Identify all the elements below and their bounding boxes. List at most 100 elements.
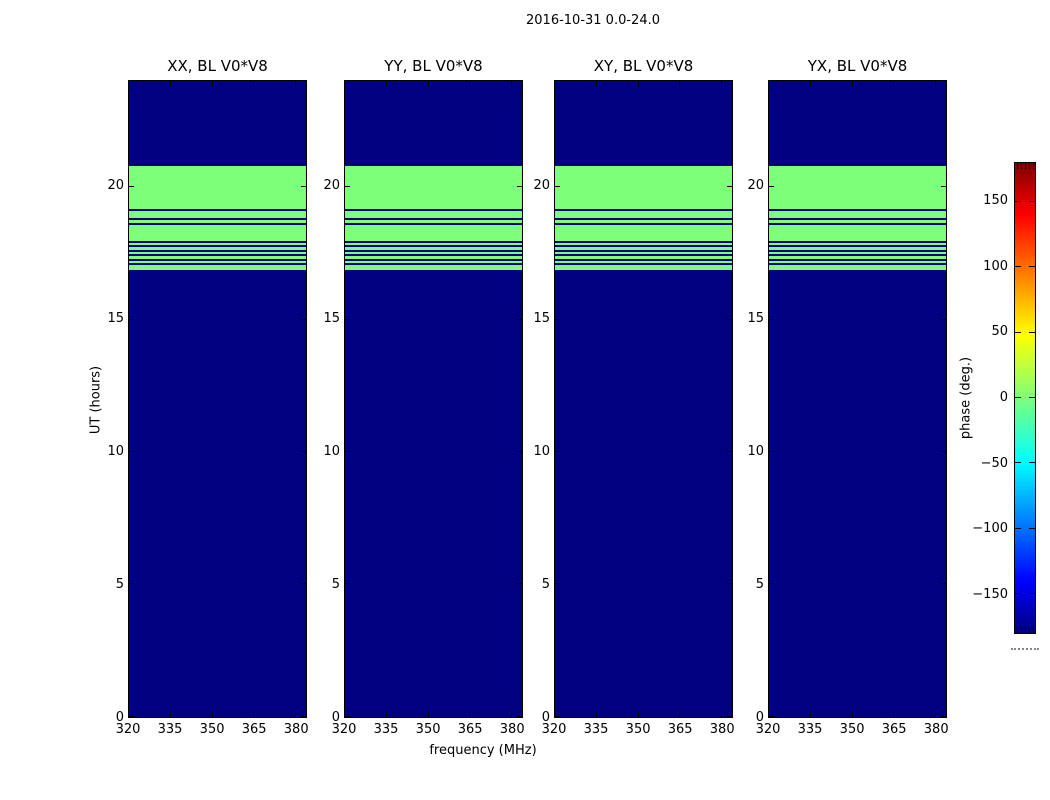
phase-band (345, 265, 522, 271)
x-tick-mark (768, 81, 769, 86)
colorbar-end-tick (1017, 163, 1018, 169)
phase-band (345, 254, 522, 257)
phase-band (555, 217, 732, 220)
x-tick-mark (295, 81, 297, 86)
y-tick-mark (769, 583, 774, 585)
phase-band (129, 225, 306, 241)
phase-band (345, 251, 522, 255)
phase-band (345, 219, 522, 224)
phase-band (129, 208, 306, 211)
y-tick-mark (517, 318, 522, 320)
y-tick-mark (727, 185, 732, 187)
y-tick-label: 0 (115, 710, 124, 725)
x-tick-label: 365 (881, 722, 907, 737)
phase-band (129, 166, 306, 209)
x-tick-label: 320 (755, 722, 781, 737)
phase-band (555, 247, 732, 250)
colorbar-bottom-dotted-edge (1011, 648, 1039, 650)
phase-band (345, 256, 522, 259)
x-tick-label: 320 (331, 722, 357, 737)
y-tick-label: 10 (747, 444, 764, 460)
x-tick-mark (211, 712, 213, 717)
phase-band (129, 270, 306, 717)
y-tick-label: 10 (107, 444, 124, 460)
phase-band (555, 225, 732, 241)
colorbar-end-tick (1033, 163, 1034, 169)
phase-band (345, 210, 522, 218)
colorbar-axis-label: phase (deg.) (958, 356, 974, 440)
phase-band (129, 219, 306, 224)
y-tick-label: 0 (541, 710, 550, 725)
colorbar-tick-mark (1015, 331, 1021, 333)
panel-title: YX, BL V0*V8 (807, 57, 908, 75)
phase-band (345, 260, 522, 264)
y-tick-mark (345, 318, 350, 320)
x-tick-label: 380 (283, 722, 309, 737)
x-tick-mark (809, 81, 811, 86)
phase-band (555, 270, 732, 717)
colorbar-end-tick (1029, 163, 1030, 169)
y-tick-label: 20 (533, 178, 550, 194)
phase-band (345, 217, 522, 220)
x-tick-label: 350 (199, 722, 225, 737)
phase-band (345, 208, 522, 211)
colorbar-tick-mark (1015, 462, 1021, 464)
y-tick-mark (345, 451, 350, 452)
colorbar-tick-label: 0 (999, 390, 1008, 405)
x-tick-mark (469, 81, 471, 86)
x-tick-label: 365 (241, 722, 267, 737)
x-tick-mark (679, 81, 681, 86)
phase-band (769, 217, 946, 220)
phase-band (129, 81, 306, 167)
y-axis-label: UT (hours) (88, 365, 104, 435)
y-tick-mark (517, 185, 522, 187)
phase-band (555, 249, 732, 252)
colorbar-tick-label: 100 (983, 258, 1008, 274)
phase-band (555, 263, 732, 266)
phase-band (769, 240, 946, 243)
colorbar-tick-mark (1015, 592, 1021, 594)
panel-title: YY, BL V0*V8 (384, 57, 483, 75)
phase-band (769, 210, 946, 218)
colorbar-tick-mark (1029, 592, 1035, 594)
heatmap-panel (128, 80, 307, 718)
phase-band (769, 256, 946, 259)
y-tick-mark (555, 318, 560, 320)
x-tick-mark (511, 81, 513, 86)
colorbar-tick-label: −100 (972, 521, 1008, 537)
y-tick-mark (555, 716, 560, 717)
y-tick-label: 20 (323, 178, 340, 194)
phase-band (129, 223, 306, 226)
x-tick-mark (385, 712, 387, 717)
y-tick-label: 15 (107, 311, 124, 327)
x-axis-label: frequency (MHz) (429, 743, 537, 758)
phase-band (769, 260, 946, 264)
x-tick-mark (511, 712, 513, 717)
x-tick-mark (595, 712, 597, 717)
phase-band (129, 217, 306, 220)
x-tick-mark (128, 81, 129, 86)
heatmap-panel (554, 80, 733, 718)
y-tick-mark (727, 451, 732, 452)
phase-band (345, 258, 522, 261)
y-tick-mark (517, 716, 522, 717)
x-tick-label: 365 (667, 722, 693, 737)
colorbar-tick-label: 150 (983, 193, 1008, 209)
x-tick-mark (893, 81, 895, 86)
y-tick-mark (301, 185, 306, 187)
x-tick-mark (253, 81, 255, 86)
y-tick-label: 10 (533, 444, 550, 460)
colorbar-tick-mark (1029, 331, 1035, 333)
phase-band (769, 251, 946, 255)
phase-band (769, 242, 946, 246)
y-tick-mark (129, 185, 134, 187)
phase-band (345, 223, 522, 226)
x-tick-mark (637, 712, 639, 717)
phase-band (769, 208, 946, 211)
phase-band (345, 240, 522, 243)
y-tick-label: 20 (747, 178, 764, 194)
phase-band (345, 81, 522, 167)
phase-band (769, 166, 946, 209)
phase-band (345, 270, 522, 717)
